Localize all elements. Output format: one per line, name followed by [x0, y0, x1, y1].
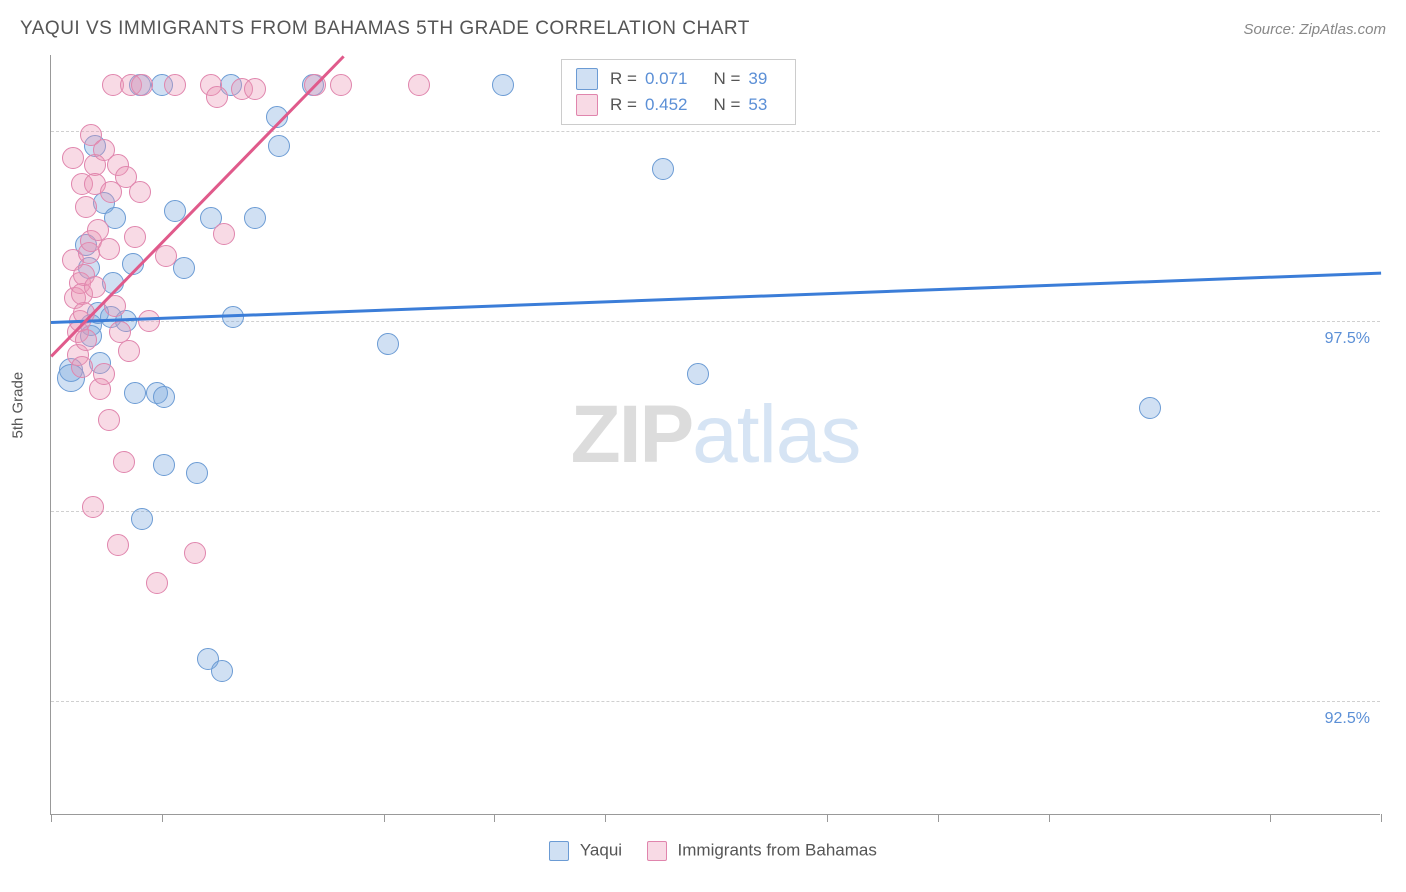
legend-swatch-pink [576, 94, 598, 116]
scatter-point [124, 226, 146, 248]
legend-label-0: Yaqui [580, 841, 622, 860]
scatter-point [244, 78, 266, 100]
gridline-h [51, 131, 1380, 132]
legend-swatch-blue [576, 68, 598, 90]
scatter-point [268, 135, 290, 157]
x-tick [938, 814, 939, 822]
scatter-point [113, 451, 135, 473]
scatter-point [75, 329, 97, 351]
scatter-point [153, 454, 175, 476]
source-attribution: Source: ZipAtlas.com [1243, 21, 1386, 38]
scatter-point [82, 496, 104, 518]
legend-row-series-0: R = 0.071 N = 39 [576, 66, 781, 92]
r-label: R = [610, 95, 637, 115]
plot-area: ZIPatlas R = 0.071 N = 39 R = 0.452 N = … [50, 55, 1380, 815]
gridline-h [51, 511, 1380, 512]
scatter-point [155, 245, 177, 267]
scatter-point [75, 196, 97, 218]
scatter-point [71, 356, 93, 378]
r-value-1: 0.452 [645, 95, 688, 115]
x-tick [51, 814, 52, 822]
watermark-part1: ZIP [571, 389, 693, 480]
scatter-point [124, 382, 146, 404]
scatter-point [206, 86, 228, 108]
scatter-point [377, 333, 399, 355]
scatter-point [184, 542, 206, 564]
watermark-part2: atlas [692, 389, 860, 480]
x-tick [494, 814, 495, 822]
scatter-point [492, 74, 514, 96]
scatter-point [330, 74, 352, 96]
scatter-point [118, 340, 140, 362]
n-label: N = [713, 69, 740, 89]
legend-label-1: Immigrants from Bahamas [678, 841, 877, 860]
scatter-point [98, 238, 120, 260]
x-tick [1270, 814, 1271, 822]
scatter-point [1139, 397, 1161, 419]
scatter-point [211, 660, 233, 682]
r-value-0: 0.071 [645, 69, 688, 89]
legend-swatch-pink [647, 841, 667, 861]
scatter-point [186, 462, 208, 484]
chart-header: YAQUI VS IMMIGRANTS FROM BAHAMAS 5TH GRA… [20, 18, 1386, 40]
scatter-point [244, 207, 266, 229]
correlation-legend: R = 0.071 N = 39 R = 0.452 N = 53 [561, 59, 796, 125]
n-label: N = [713, 95, 740, 115]
gridline-h [51, 701, 1380, 702]
scatter-point [222, 306, 244, 328]
scatter-point [164, 74, 186, 96]
scatter-point [687, 363, 709, 385]
scatter-point [408, 74, 430, 96]
scatter-point [146, 572, 168, 594]
r-label: R = [610, 69, 637, 89]
y-tick-label: 92.5% [1325, 710, 1370, 728]
chart-title: YAQUI VS IMMIGRANTS FROM BAHAMAS 5TH GRA… [20, 18, 750, 40]
scatter-point [138, 310, 160, 332]
scatter-point [84, 276, 106, 298]
x-tick [827, 814, 828, 822]
scatter-point [62, 147, 84, 169]
series-legend: Yaqui Immigrants from Bahamas [0, 840, 1406, 861]
x-tick [1049, 814, 1050, 822]
scatter-point [131, 508, 153, 530]
legend-swatch-blue [549, 841, 569, 861]
x-tick [605, 814, 606, 822]
scatter-point [131, 74, 153, 96]
watermark: ZIPatlas [571, 388, 861, 482]
legend-row-series-1: R = 0.452 N = 53 [576, 92, 781, 118]
scatter-point [213, 223, 235, 245]
scatter-point [98, 409, 120, 431]
chart-container: YAQUI VS IMMIGRANTS FROM BAHAMAS 5TH GRA… [0, 0, 1406, 892]
x-tick [384, 814, 385, 822]
scatter-point [652, 158, 674, 180]
gridline-h [51, 321, 1380, 322]
x-tick [1381, 814, 1382, 822]
scatter-point [93, 363, 115, 385]
n-value-1: 53 [748, 95, 767, 115]
y-axis-label: 5th Grade [10, 372, 27, 439]
n-value-0: 39 [748, 69, 767, 89]
trend-line-0 [51, 272, 1381, 324]
scatter-point [129, 181, 151, 203]
scatter-point [153, 386, 175, 408]
x-tick [162, 814, 163, 822]
scatter-point [107, 534, 129, 556]
y-tick-label: 97.5% [1325, 330, 1370, 348]
